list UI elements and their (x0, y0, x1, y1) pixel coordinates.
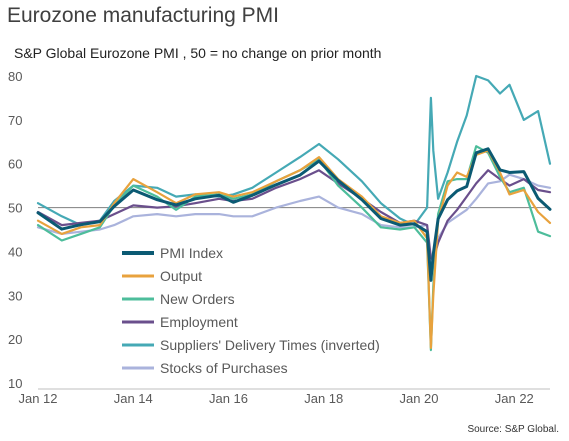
y-tick-label: 10 (8, 376, 22, 391)
chart-title: Eurozone manufacturing PMI (7, 4, 279, 27)
x-tick-label: Jan 12 (18, 391, 57, 406)
x-tick-label: Jan 16 (209, 391, 248, 406)
chart-source: Source: S&P Global. (467, 424, 559, 435)
x-tick-label: Jan 18 (304, 391, 343, 406)
y-tick-label: 50 (8, 201, 22, 216)
chart-subtitle: S&P Global Eurozone PMI , 50 = no change… (14, 45, 382, 61)
legend-label: PMI Index (160, 245, 223, 261)
y-tick-label: 40 (8, 244, 22, 259)
chart-legend: PMI Index Output New Orders Employment Suppl… (122, 245, 380, 376)
legend-label: New Orders (160, 291, 235, 307)
series-line-pmi-index (36, 147, 552, 282)
x-tick-label: Jan 14 (114, 391, 153, 406)
y-tick-label: 20 (8, 332, 22, 347)
series-line-stocks-of-purchases (36, 173, 552, 264)
legend-label: Stocks of Purchases (160, 360, 288, 376)
y-tick-label: 60 (8, 157, 22, 172)
legend-label: Output (160, 268, 202, 284)
series-line-employment (36, 169, 552, 262)
legend-label: Employment (160, 314, 238, 330)
y-tick-label: 70 (8, 113, 22, 128)
x-tick-label: Jan 20 (399, 391, 438, 406)
legend-label: Suppliers' Delivery Times (inverted) (160, 337, 380, 353)
series-line-output (36, 149, 552, 349)
y-tick-label: 30 (8, 288, 22, 303)
x-tick-label: Jan 22 (495, 391, 534, 406)
y-tick-label: 80 (8, 69, 22, 84)
